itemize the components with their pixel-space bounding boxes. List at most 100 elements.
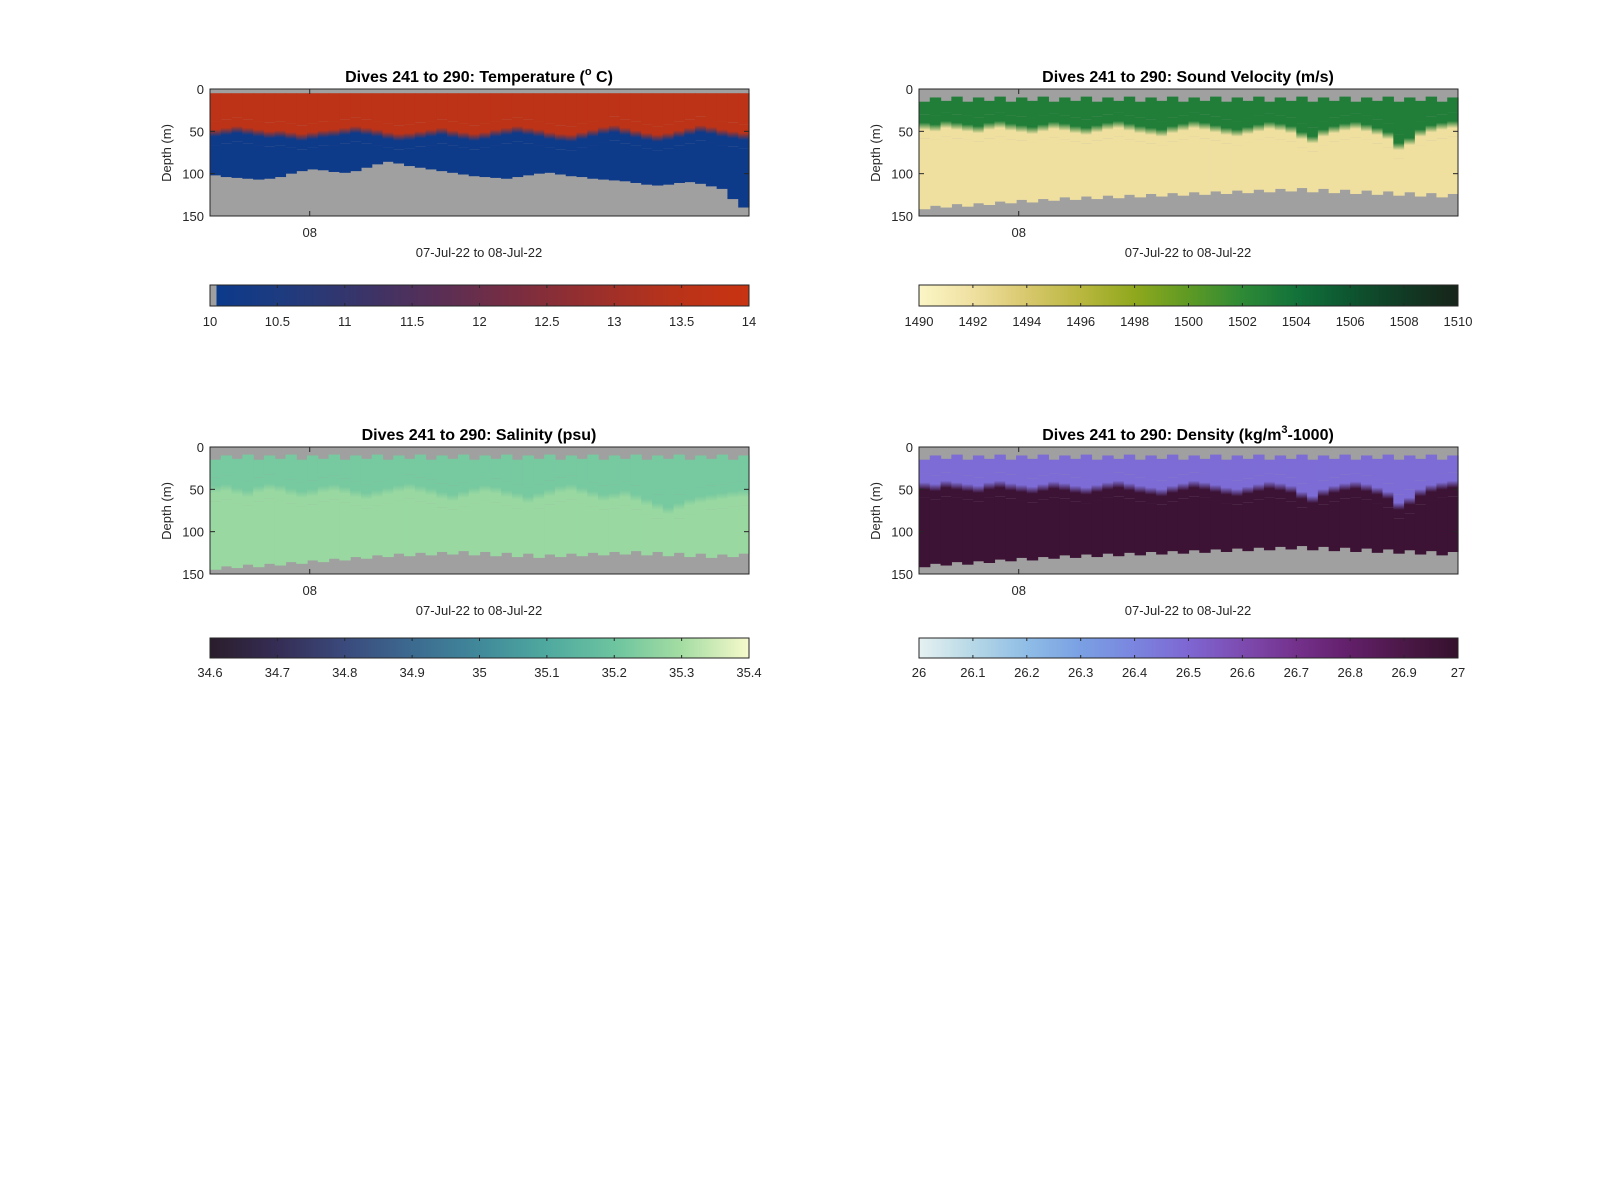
dive-profile [1199, 100, 1211, 195]
dive-profile [554, 93, 567, 175]
x-axis-label: 07-Jul-22 to 08-Jul-22 [416, 603, 542, 618]
dive-profile [641, 93, 653, 185]
dive-profile [522, 455, 534, 554]
dive-profile [1048, 459, 1060, 559]
y-tick-label: 150 [891, 567, 913, 582]
dive-profile [1350, 459, 1362, 552]
dive-profile [554, 459, 567, 558]
dive-profile [274, 93, 287, 178]
dive-profile [1059, 455, 1071, 556]
x-axis-label: 07-Jul-22 to 08-Jul-22 [1125, 245, 1251, 260]
dive-profile [1393, 101, 1405, 196]
panel-title: Dives 241 to 290: Temperature (o C) [345, 66, 613, 86]
dive-profile [598, 459, 610, 556]
colorbar-tick-label: 26.4 [1122, 665, 1147, 680]
colorbar-tick-label: 1502 [1228, 314, 1257, 329]
dive-profile [1436, 459, 1448, 556]
dive-profile [576, 93, 588, 178]
sound-velocity-panel: Dives 241 to 290: Sound Velocity (m/s) D… [868, 69, 1472, 329]
dive-profile [1425, 96, 1438, 194]
dive-profile [1253, 454, 1265, 548]
dive-profile [1404, 455, 1416, 551]
dive-profile [695, 455, 707, 554]
dive-profile [263, 93, 276, 179]
dive-profile [1263, 101, 1276, 193]
dive-profile [1371, 100, 1384, 195]
dive-profile [220, 93, 233, 178]
y-tick-label: 150 [182, 567, 204, 582]
dive-profile [1360, 97, 1373, 191]
dive-profile [1404, 97, 1416, 193]
dive-profile [673, 454, 685, 553]
dive-profile [1210, 454, 1222, 550]
dive-profile [328, 93, 340, 172]
dive-profile [684, 93, 696, 183]
colorbar-tick-label: 13 [607, 314, 621, 329]
dive-profile [727, 459, 739, 558]
dive-profile [263, 455, 276, 564]
colorbar-tick-label: 10 [203, 314, 217, 329]
dive-profile [522, 93, 534, 176]
dive-profile [727, 93, 739, 200]
dive-profile [576, 458, 588, 557]
dive-profile [210, 459, 222, 570]
dive-profile [983, 458, 996, 563]
dive-profile [242, 93, 254, 179]
dive-profile [641, 459, 653, 556]
dive-profile [479, 455, 491, 552]
dive-profile [1134, 101, 1146, 198]
axes-frame [918, 88, 1459, 217]
dive-profile [533, 93, 545, 174]
dive-profile [404, 93, 416, 167]
colorbar-tick-label: 35.1 [534, 665, 559, 680]
colorbar-tick-label: 26.2 [1014, 665, 1039, 680]
dive-profile [533, 458, 545, 558]
y-axis-label: Depth (m) [159, 482, 174, 540]
y-tick-label: 150 [182, 209, 204, 224]
colorbar: 1490 1492 1494 1496 1498 1500 1502 1504 1506 1508… [905, 284, 1472, 329]
dive-profile [350, 455, 362, 558]
colorbar-tick-label: 26.6 [1230, 665, 1255, 680]
panel-title: Dives 241 to 290: Salinity (psu) [362, 427, 597, 444]
dive-profile [1414, 458, 1427, 555]
dive-profile [447, 458, 459, 555]
y-tick-label: 50 [899, 124, 913, 139]
dive-profile [1425, 454, 1438, 552]
y-axis-label: Depth (m) [868, 482, 883, 540]
dive-profile [1080, 454, 1093, 555]
dive-profile [544, 454, 556, 555]
dive-profile [1016, 455, 1028, 558]
dive-profile [1059, 97, 1071, 198]
x-axis-label: 07-Jul-22 to 08-Jul-22 [416, 245, 542, 260]
dive-profile [1414, 100, 1427, 197]
dive-profile [1188, 97, 1200, 193]
dive-profile [929, 97, 942, 206]
dive-profile [425, 93, 437, 170]
dive-profile [382, 93, 394, 162]
dive-profile [716, 454, 729, 555]
dive-profile [587, 454, 599, 553]
dive-profile [587, 93, 599, 179]
colorbar-tick-label: 34.8 [332, 665, 357, 680]
dive-profile [1145, 97, 1157, 194]
y-axis-label: Depth (m) [159, 124, 174, 182]
dive-profile [962, 459, 974, 565]
dive-profile [1016, 97, 1028, 200]
dive-profile [919, 459, 931, 568]
colorbar-tick-label: 26.9 [1391, 665, 1416, 680]
dive-profile [404, 458, 416, 557]
dive-profile [360, 458, 373, 559]
dive-profile [1069, 100, 1082, 200]
colorbar-tick-label: 1500 [1174, 314, 1203, 329]
dive-profile [1371, 458, 1384, 553]
dive-profile [940, 100, 952, 208]
temperature-panel: Dives 241 to 290: Temperature (o C) Dept… [159, 66, 756, 329]
dive-profile [972, 97, 985, 204]
colorbar: 10 10.5 11 11.5 12 12.5 13 13.5 14 [203, 284, 756, 329]
dive-profile [253, 459, 265, 568]
dive-profile [1274, 455, 1287, 547]
dive-profile [1360, 455, 1373, 549]
salinity-panel: Dives 241 to 290: Salinity (psu) Depth (… [159, 427, 762, 680]
dive-profile [436, 93, 448, 172]
dive-profile [544, 93, 556, 173]
